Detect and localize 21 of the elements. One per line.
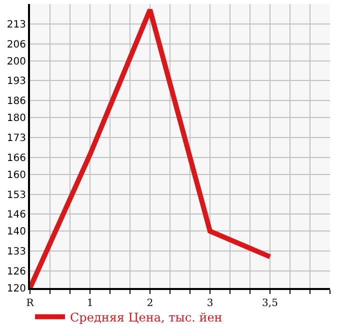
legend-label: Средняя Цена, тыс. йен [70,310,222,324]
y-tick-label: 120 [6,284,26,294]
y-tick-label: 193 [6,76,26,88]
y-tick-label: 153 [6,190,26,201]
y-tick-label: 206 [6,39,26,50]
y-tick-label: 180 [6,113,26,124]
y-tick-label: 133 [6,246,26,258]
y-tick-label: 200 [6,56,26,68]
x-tick-label: 3,5 [262,298,278,309]
x-tick-label: 2 [146,298,154,309]
x-tick-label: 1 [86,298,94,309]
x-tick-label: R [26,298,34,309]
y-tick-label: 166 [6,152,26,164]
y-tick-label: 213 [6,19,26,30]
y-tick-label: 186 [6,96,26,108]
y-tick-label: 146 [6,210,26,221]
y-tick-label: 140 [6,226,26,238]
y-tick-label: 126 [6,266,26,278]
y-tick-label: 173 [6,132,26,144]
x-tick-label: 3 [206,298,214,309]
y-tick-label: 160 [6,170,26,181]
